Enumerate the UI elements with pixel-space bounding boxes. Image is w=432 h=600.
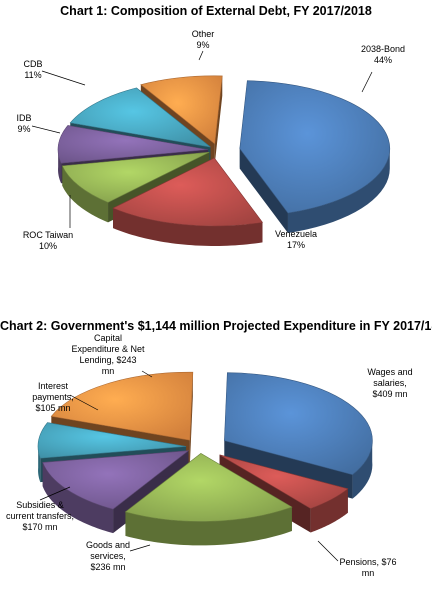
- slice-interest-payments-105-mn: [37, 422, 187, 459]
- leader-line-pensions-76-mn: [317, 540, 339, 562]
- slice-label-venezuela: Venezuela 17%: [275, 229, 317, 250]
- leader-line-goods-and-services-236-mn: [129, 544, 151, 552]
- chart-1-pie: 2038-Bond 44% Venezuela 17% ROC Taiwan 10% IDB…: [16, 29, 405, 251]
- slice-capital-expenditure-net-lending-243-mn: [50, 371, 194, 441]
- slice-pensions-76-mn: [219, 454, 349, 509]
- slice-label-cdb: CDB 11%: [23, 59, 42, 80]
- slice-idb: [57, 125, 209, 164]
- chart-2-title: Chart 2: Government's $1,144 million Pro…: [0, 319, 432, 333]
- slice-label-idb: IDB 9%: [16, 113, 31, 134]
- slice-subsidies-current-transfers-170-mn: [42, 450, 190, 510]
- slice-label-subsidies-current-transfers-170-mn: Subsidies & current transfers, $170 mn: [6, 500, 74, 532]
- slice-venezuela: [112, 157, 264, 227]
- leader-line-2038-bond: [361, 71, 373, 93]
- slice-roc-taiwan: [61, 151, 210, 203]
- slice-label-pensions-76-mn: Pensions, $76 mn: [339, 557, 396, 578]
- leader-line-subsidies-current-transfers-170-mn: [39, 486, 71, 501]
- slice-other: [140, 75, 223, 145]
- slice-goods-and-services-236-mn: [124, 453, 293, 522]
- leader-line-interest-payments-105-mn: [69, 394, 99, 411]
- leader-line-idb: [31, 125, 61, 134]
- chart-2-panel: Chart 2: Government's $1,144 million Pro…: [0, 315, 432, 600]
- slice-label-roc-taiwan: ROC Taiwan 10%: [23, 230, 73, 251]
- slice-label-wages-and-salaries-409-mn: Wages and salaries, $409 mn: [367, 367, 412, 399]
- leader-line-cdb: [41, 70, 86, 86]
- slice-label-other: Other 9%: [192, 29, 215, 50]
- chart-2-pie: Wages and salaries, $409 mn Pensions, $76 mn…: [6, 333, 413, 578]
- slice-2038-bond: [239, 80, 391, 214]
- slice-label-capital-expenditure-net-lending-243-mn: Capital Expenditure & Net Lending, $243 mn: [71, 333, 145, 376]
- chart-1-panel: Chart 1: Composition of External Debt, F…: [0, 0, 432, 290]
- slice-label-2038-bond: 2038-Bond 44%: [361, 44, 405, 65]
- chart-1-title: Chart 1: Composition of External Debt, F…: [60, 4, 372, 18]
- slice-label-interest-payments-105-mn: Interest payments, $105 mn: [32, 381, 74, 413]
- slice-cdb: [69, 87, 211, 148]
- leader-line-other: [198, 50, 204, 61]
- leader-line-capital-expenditure-net-lending-243-mn: [141, 370, 153, 378]
- slice-wages-and-salaries-409-mn: [224, 372, 373, 475]
- slice-label-goods-and-services-236-mn: Goods and services, $236 mn: [86, 540, 130, 572]
